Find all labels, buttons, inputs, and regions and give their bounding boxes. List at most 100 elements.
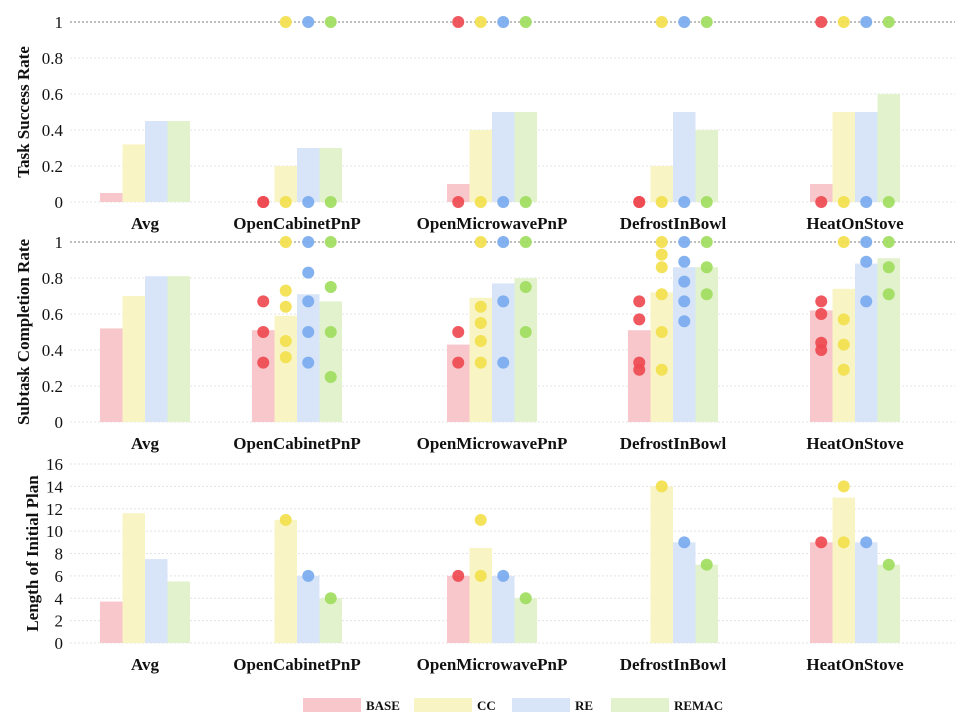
point-remac [519,281,532,293]
bar-remac [877,258,900,422]
point-remac [519,16,532,28]
y-axis-label: Subtask Completion Rate [14,239,33,426]
x-tick-label: Avg [131,655,160,674]
x-tick-label: Avg [131,434,160,453]
point-cc [279,335,292,347]
point-base [452,356,465,369]
bar-base [100,328,123,422]
point-cc [837,536,850,549]
point-remac [882,558,895,571]
point-remac [700,261,713,274]
point-remac [700,16,713,28]
bar-cc [832,112,855,202]
bar-base [810,310,833,422]
bar-re [855,112,878,202]
point-cc [474,196,487,208]
x-tick-label: Avg [131,214,160,233]
bar-remac [167,121,190,202]
y-tick-label: 10 [46,522,63,541]
bar-re [145,121,168,202]
point-re [860,196,873,208]
y-tick-label: 12 [46,500,63,519]
point-remac [324,371,337,383]
point-base [257,295,270,308]
point-remac [882,236,895,248]
x-tick-label: OpenMicrowavePnP [417,434,568,453]
bar-re [855,542,878,643]
point-base [452,16,465,28]
bar-cc [122,296,145,422]
point-re [678,236,691,248]
bar-cc [650,292,673,422]
point-cc [279,284,292,297]
point-remac [324,16,337,28]
point-re [678,196,691,208]
point-cc [655,288,668,301]
point-cc [655,236,668,248]
y-tick-label: 1 [55,13,64,32]
point-remac [519,592,532,605]
bar-cc [650,166,673,202]
point-cc [837,16,850,28]
point-base [633,313,646,326]
y-tick-label: 6 [55,567,64,586]
point-remac [882,288,895,301]
point-cc [837,338,850,351]
y-tick-label: 8 [55,545,64,564]
point-re [302,326,315,338]
point-re [497,196,510,208]
x-tick-label: OpenCabinetPnP [233,655,361,674]
point-remac [882,196,895,208]
bar-cc [274,315,297,422]
point-re [497,569,510,582]
point-cc [655,261,668,274]
y-axis-label: Length of Initial Plan [23,475,42,632]
point-re [678,295,691,308]
point-cc [279,513,292,526]
x-tick-label: HeatOnStove [806,214,904,233]
point-remac [700,288,713,301]
point-re [302,295,315,308]
point-re [302,196,315,208]
point-re [302,569,315,582]
point-re [302,236,315,248]
point-base [633,356,646,369]
bar-re [492,112,515,202]
bar-re [145,276,168,422]
point-cc [474,356,487,369]
point-cc [837,236,850,248]
point-cc [474,513,487,526]
panel-1: 0 0.2 0.4 0.6 0.8 1 Task Success Rate Avg OpenCa… [14,13,955,233]
point-cc [279,196,292,208]
legend-label-remac: REMAC [674,698,723,713]
bar-re [297,575,320,643]
point-re [860,236,873,248]
y-tick-label: 0.4 [42,121,64,140]
bar-base [810,184,833,202]
point-re [497,16,510,28]
point-cc [837,363,850,376]
point-remac [519,236,532,248]
legend-label-base: BASE [366,698,400,713]
point-base [257,356,270,369]
point-cc [655,326,668,338]
point-cc [837,196,850,208]
point-remac [882,261,895,274]
point-re [860,16,873,28]
legend-label-re: RE [575,698,593,713]
point-remac [324,281,337,293]
bar-re [855,263,878,422]
bar-remac [319,148,342,202]
legend: BASE CC RE REMAC [303,698,723,713]
point-cc [474,236,487,248]
point-re [678,255,691,268]
point-base [815,16,828,28]
y-tick-label: 0.2 [42,377,63,396]
y-tick-label: 0.6 [42,85,63,104]
point-remac [519,196,532,208]
point-cc [837,480,850,493]
point-cc [279,351,292,364]
point-base [633,295,646,308]
